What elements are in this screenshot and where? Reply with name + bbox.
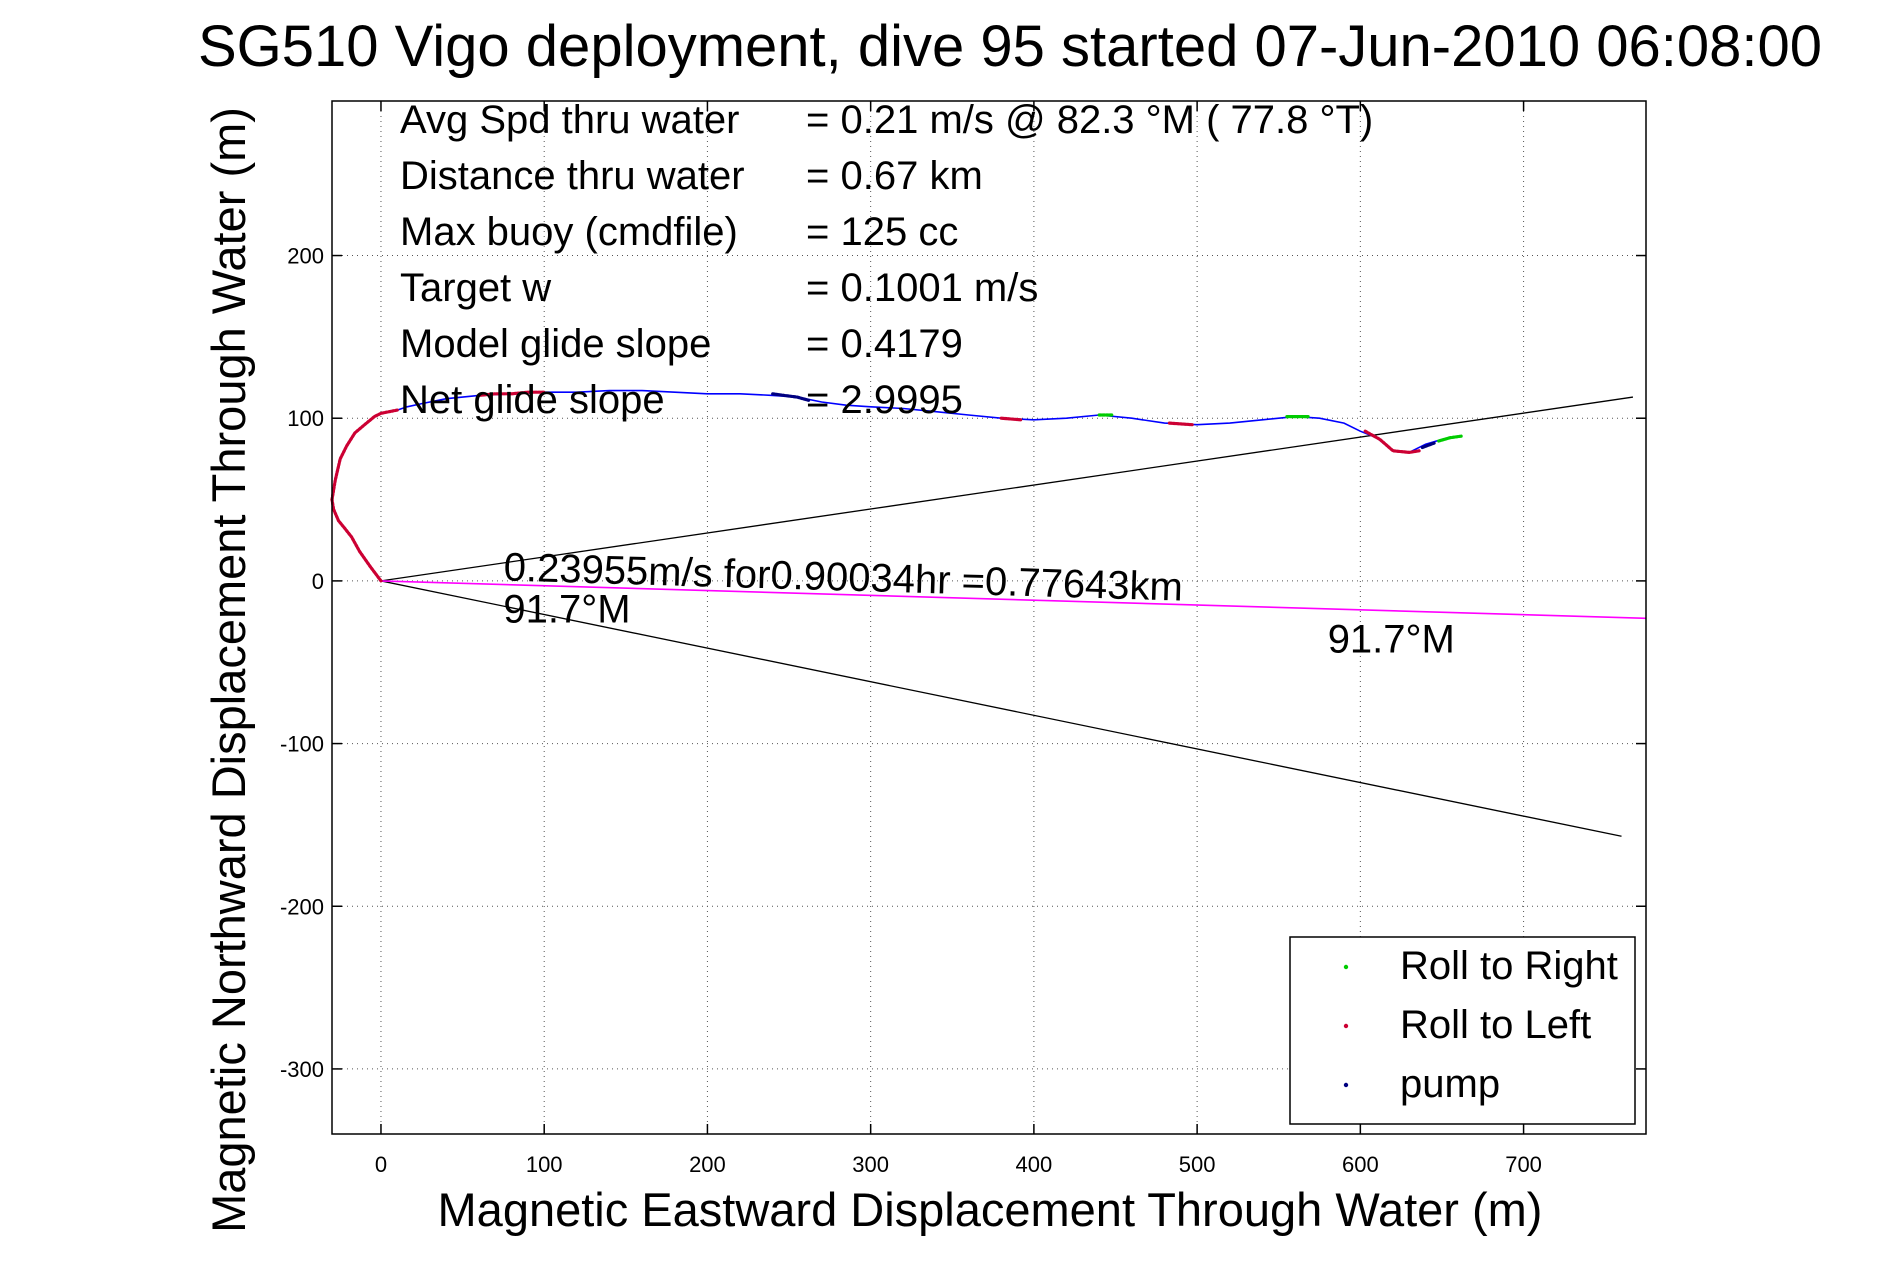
info-label: Distance thru water (400, 154, 745, 198)
y-tick-label: -100 (280, 732, 324, 757)
x-axis-label: Magnetic Eastward Displacement Through W… (438, 1183, 1543, 1236)
info-value: = 0.67 km (806, 154, 983, 198)
y-tick-label: -300 (280, 1057, 324, 1082)
x-tick-label: 400 (1016, 1152, 1053, 1177)
y-tick-label: 100 (287, 406, 324, 431)
chart-title: SG510 Vigo deployment, dive 95 started 0… (198, 14, 1822, 79)
info-label: Max buoy (cmdfile) (400, 210, 738, 254)
roll-to-left-segment (999, 416, 1023, 422)
heading-line (380, 580, 1647, 620)
info-value: = 2.9995 (806, 378, 963, 422)
y-tick-label: 0 (312, 569, 324, 594)
info-label: Net glide slope (400, 378, 665, 422)
y-tick-label: -200 (280, 894, 324, 919)
wedge-line-upper (380, 396, 1634, 582)
info-value: = 125 cc (806, 210, 958, 254)
plot-frame (331, 100, 1647, 1135)
reference-lines (380, 396, 1647, 837)
info-label: Model glide slope (400, 322, 711, 366)
info-label: Target w (400, 266, 551, 310)
dive-info-text: Avg Spd thru water = 0.21 m/s @ 82.3 °M (… (400, 98, 1373, 422)
pump-segment (771, 392, 811, 402)
roll-to-left-segment (330, 498, 383, 583)
roll-to-left-segment (1363, 429, 1421, 455)
y-axis-label: Magnetic Northward Displacement Through … (202, 107, 255, 1233)
x-tick-label: 0 (375, 1152, 387, 1177)
x-tick-label: 100 (526, 1152, 563, 1177)
pump-segment (1420, 441, 1438, 450)
heading-label: 91.7°M (1328, 617, 1455, 661)
legend-entry: Roll to Left (1400, 1003, 1591, 1047)
x-tick-label: 300 (852, 1152, 889, 1177)
info-label: Avg Spd thru water (400, 98, 739, 142)
roll-to-left-segment (477, 390, 546, 397)
current-heading-text: 91.7°M (503, 587, 630, 631)
y-tick-label: 200 (287, 244, 324, 269)
legend: Roll to Right Roll to Left pump (1289, 936, 1636, 1125)
axis-ticks: 0 100 200 300 400 500 600 700 -300 -200 -100 0 100 20… (280, 101, 1646, 1177)
wedge-line-lower (380, 580, 1622, 837)
x-tick-label: 600 (1342, 1152, 1379, 1177)
legend-entry: Roll to Right (1400, 944, 1618, 988)
info-value: = 0.1001 m/s (806, 266, 1038, 310)
legend-marker (1343, 964, 1349, 970)
x-tick-label: 500 (1179, 1152, 1216, 1177)
info-value: = 0.21 m/s @ 82.3 °M ( 77.8 °T) (806, 98, 1373, 142)
roll-to-left-segment (330, 408, 399, 502)
legend-entry: pump (1400, 1062, 1500, 1106)
legend-marker (1343, 1082, 1349, 1088)
roll-to-right-segment (1437, 434, 1464, 443)
roll-to-left-segment (1167, 421, 1194, 427)
x-tick-label: 200 (689, 1152, 726, 1177)
roll-markers (330, 390, 1464, 583)
legend-marker (1343, 1023, 1349, 1029)
x-tick-label: 700 (1505, 1152, 1542, 1177)
info-value: = 0.4179 (806, 322, 963, 366)
